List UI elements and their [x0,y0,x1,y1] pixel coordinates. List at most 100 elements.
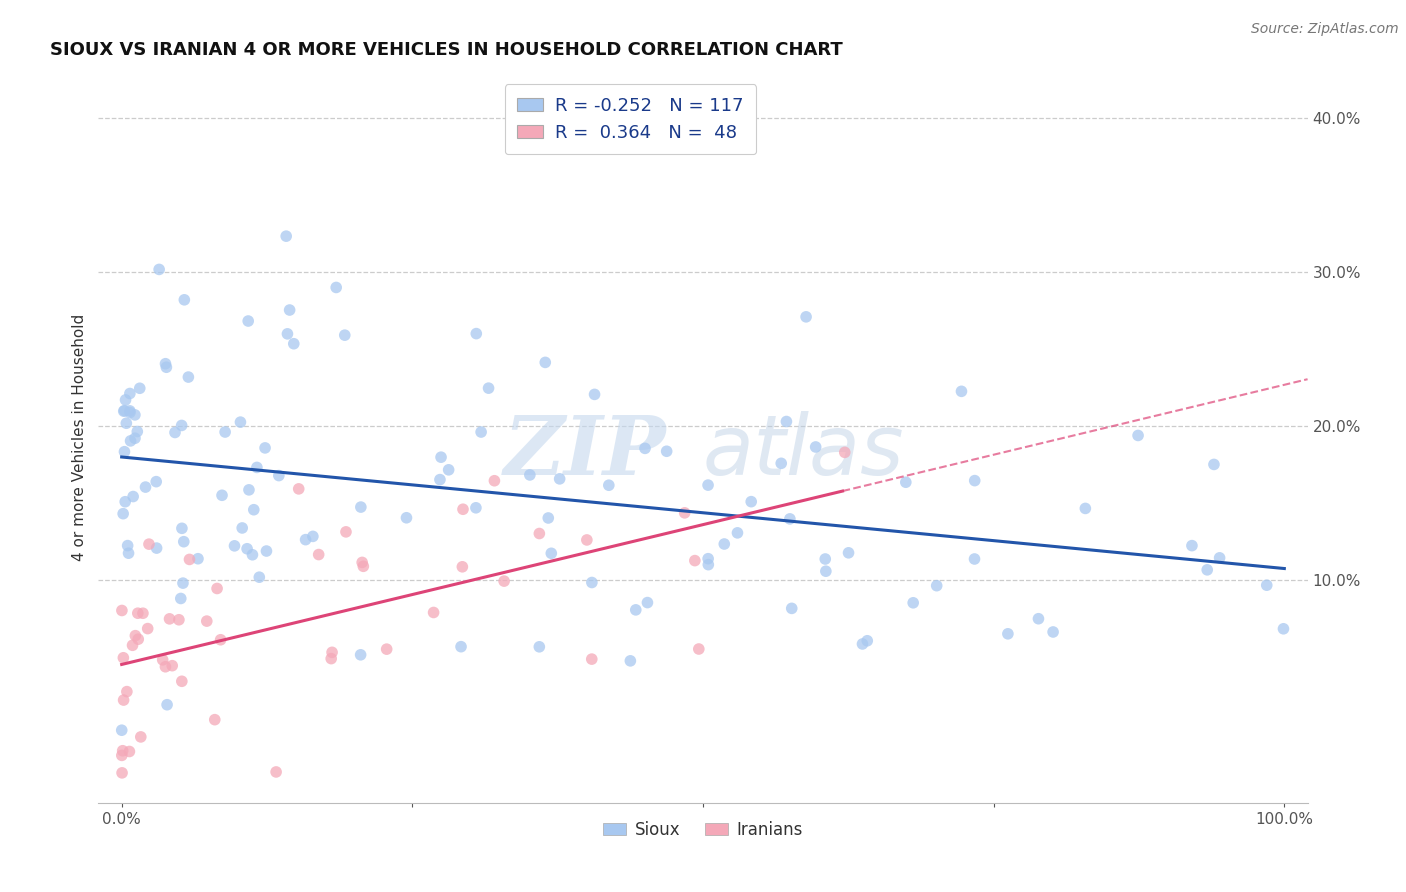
Point [124,629,146,643]
Point [117,546,139,560]
Text: SIOUX VS IRANIAN 4 OR MORE VEHICLES IN HOUSEHOLD CORRELATION CHART: SIOUX VS IRANIAN 4 OR MORE VEHICLES IN H… [51,41,842,59]
Point [548,472,571,486]
Point [209,632,232,647]
Point [583,387,606,401]
Point [278,303,301,318]
Point [925,579,948,593]
Point [287,482,309,496]
Point [129,730,152,744]
Point [156,698,179,712]
Point [598,478,620,492]
Point [581,652,603,666]
Point [534,355,557,369]
Point [120,434,142,448]
Text: Source: ZipAtlas.com: Source: ZipAtlas.com [1251,22,1399,37]
Point [494,574,516,588]
Point [159,612,181,626]
Point [325,280,347,294]
Point [267,468,290,483]
Point [308,548,330,562]
Point [247,570,270,584]
Point [112,650,135,665]
Point [121,638,143,652]
Point [636,596,658,610]
Point [114,444,136,458]
Point [634,442,657,456]
Point [335,524,357,539]
Point [950,384,973,399]
Point [779,512,801,526]
Point [224,539,246,553]
Point [256,544,278,558]
Point [740,494,762,508]
Point [118,386,141,401]
Point [170,418,193,433]
Point [172,576,194,591]
Point [170,521,193,535]
Point [111,723,134,738]
Point [115,684,138,698]
Point [901,596,924,610]
Point [283,336,305,351]
Point [114,392,136,407]
Point [683,553,706,567]
Point [352,559,374,574]
Point [127,425,149,439]
Point [229,415,252,429]
Point [112,693,135,707]
Point [780,601,803,615]
Point [276,229,298,244]
Point [145,541,167,555]
Point [375,642,398,657]
Point [127,632,149,647]
Point [238,483,260,497]
Point [155,659,177,673]
Point [122,490,145,504]
Point [1074,501,1097,516]
Point [243,502,266,516]
Point [111,603,134,617]
Point [155,357,177,371]
Point [1126,428,1149,442]
Point [450,640,472,654]
Point [963,552,986,566]
Point [673,506,696,520]
Point [246,460,269,475]
Point [519,467,541,482]
Point [118,406,141,420]
Point [464,500,486,515]
Point [775,415,797,429]
Point [814,552,837,566]
Point [697,551,720,566]
Point [321,645,343,659]
Point [451,559,474,574]
Point [127,606,149,620]
Point [537,511,560,525]
Point [205,582,228,596]
Point [575,533,598,547]
Point [138,537,160,551]
Point [187,551,209,566]
Point [111,765,134,780]
Point [115,416,138,430]
Point [173,534,195,549]
Point [1042,624,1064,639]
Point [655,444,678,458]
Point [529,640,551,654]
Point [111,748,134,763]
Point [195,614,218,628]
Point [276,326,298,341]
Point [152,653,174,667]
Point [477,381,499,395]
Point [114,403,136,417]
Point [688,642,710,657]
Point [254,441,277,455]
Point [114,494,136,508]
Point [838,546,860,560]
Point [395,510,418,524]
Point [484,474,506,488]
Point [465,326,488,341]
Point [242,548,264,562]
Point [529,526,551,541]
Point [136,622,159,636]
